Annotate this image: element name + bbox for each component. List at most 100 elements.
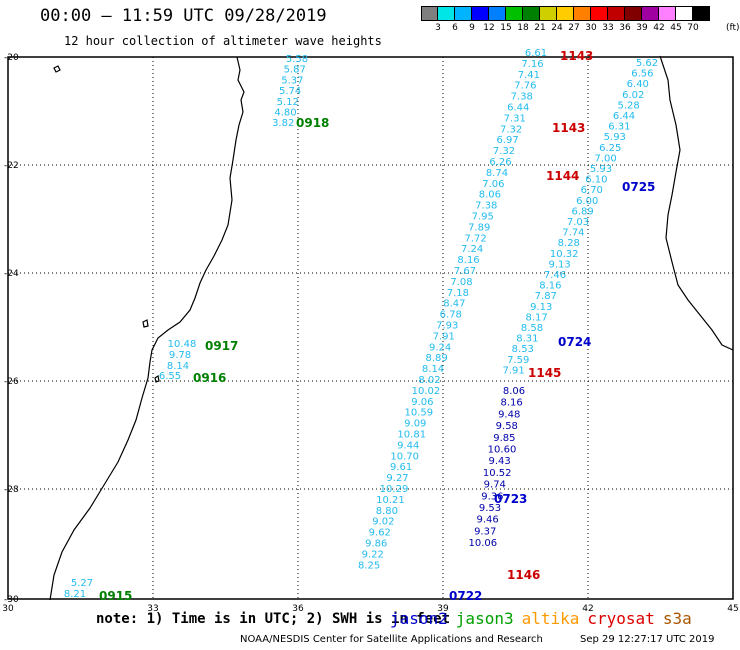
wave-height-value: 8.16 [539,281,561,292]
color-scale [421,6,710,21]
wave-height-value: 6.31 [608,122,630,133]
wave-height-value: 7.91 [433,331,455,342]
wave-height-value: 9.74 [484,480,506,491]
wave-height-value: 7.72 [465,233,487,244]
wave-height-value: 5.28 [617,100,639,111]
wave-height-value: 8.17 [525,312,547,323]
wave-height-value: 7.16 [521,59,543,70]
map-border [7,56,734,600]
scale-swatch [625,6,642,21]
africa-coastline [49,56,245,601]
wave-height-value: 10.60 [488,445,517,456]
wave-height-value: 5.93 [590,164,612,175]
wave-height-value: 8.21 [64,589,86,600]
wave-height-value: 6.40 [627,79,649,90]
map-note: note: 1) Time is in UTC; 2) SWH is in fe… [96,611,451,627]
wave-height-value: 10.02 [412,386,441,397]
wave-height-value: 9.86 [365,539,387,550]
wave-height-value: 10.21 [376,495,405,506]
wave-height-value: 8.31 [516,334,538,345]
scale-label: 30 [585,23,597,33]
scale-label: 15 [500,23,512,33]
wave-height-value: 3.82 [272,118,294,129]
wave-height-value: 8.06 [503,386,525,397]
track-time-label: 1144 [546,169,579,183]
wave-height-value: 5.87 [284,65,306,76]
color-scale-unit: (ft) [726,23,740,33]
track-time-label: 0916 [193,371,226,385]
track-jason3: 6.55 [159,371,181,382]
wave-height-value: 5.12 [277,97,299,108]
scale-label: 42 [653,23,665,33]
legend-cryosat: cryosat [587,609,655,628]
scale-swatch [676,6,693,21]
track-time-label: 0723 [494,492,527,506]
wave-height-value: 10.32 [550,249,579,260]
wave-height-value: 10.29 [380,484,409,495]
wave-height-value: 10.70 [390,451,419,462]
wave-height-value: 7.32 [493,146,515,157]
wave-height-value: 7.41 [518,70,540,81]
wave-height-value: 8.14 [167,361,189,372]
scale-label: 36 [619,23,631,33]
wave-height-value: 7.03 [567,217,589,228]
lon-tick-label: 36 [292,604,304,614]
wave-height-value: 7.89 [468,222,490,233]
wave-height-value: 6.70 [581,185,603,196]
wave-height-value: 9.61 [390,462,412,473]
lat-tick-label: -20 [4,53,19,63]
generation-timestamp: Sep 29 12:27:17 UTC 2019 [580,634,715,645]
wave-height-value: 8.16 [500,398,522,409]
wave-height-value: 7.08 [450,277,472,288]
lat-tick-label: -26 [4,377,19,387]
map-title: 00:00 – 11:59 UTC 09/28/2019 [40,6,327,26]
wave-height-value: 6.56 [631,69,653,80]
scale-label: 12 [483,23,495,33]
wave-height-value: 7.67 [454,266,476,277]
wave-height-value: 9.43 [488,456,510,467]
wave-height-value: 6.25 [599,143,621,154]
wave-height-value: 9.24 [429,342,451,353]
wave-height-value: 9.78 [169,350,191,361]
lon-tick-label: 33 [147,604,158,614]
wave-height-value: 9.37 [474,526,496,537]
wave-height-value: 9.46 [476,515,498,526]
wave-height-value: 8.53 [512,344,534,355]
scale-label: 3 [435,23,441,33]
wave-height-value: 8.89 [425,353,447,364]
scale-swatch [455,6,472,21]
map-grid [8,57,733,599]
island-bazaruto [53,65,61,73]
wave-height-value: 7.32 [500,124,522,135]
wave-height-value: 7.31 [504,113,526,124]
wave-height-value: 9.85 [493,433,515,444]
lat-tick-label: -22 [4,161,19,171]
wave-height-value: 6.44 [613,111,635,122]
wave-height-value: 7.06 [482,179,504,190]
wave-height-value: 6.89 [571,206,593,217]
track-jason2: 8.068.169.489.589.8510.609.4310.529.749.… [468,386,525,549]
wave-height-value: 10.52 [483,468,512,479]
wave-height-value: 6.61 [525,48,547,59]
coastline [49,55,734,601]
scale-label: 18 [517,23,529,33]
track-time-label: 1143 [552,121,585,135]
wave-height-value: 9.62 [369,528,391,539]
lat-tick-label: -28 [4,485,19,495]
track-time-label: 1145 [528,366,561,380]
scale-label: 9 [469,23,475,33]
track-time-label: 1146 [507,568,540,582]
track-cryosat: 6.617.167.417.767.386.447.317.326.977.32… [358,48,547,571]
scale-swatch [591,6,608,21]
wave-height-value: 9.27 [386,473,408,484]
wave-height-value: 7.76 [514,81,536,92]
wave-height-value: 9.48 [498,409,520,420]
wave-height-value: 6.00 [576,196,598,207]
wave-height-value: 4.80 [274,108,296,119]
wave-height-value: 5.37 [281,75,303,86]
wave-height-value: 5.74 [279,86,301,97]
scale-swatch [506,6,523,21]
lon-tick-label: 30 [2,604,14,614]
